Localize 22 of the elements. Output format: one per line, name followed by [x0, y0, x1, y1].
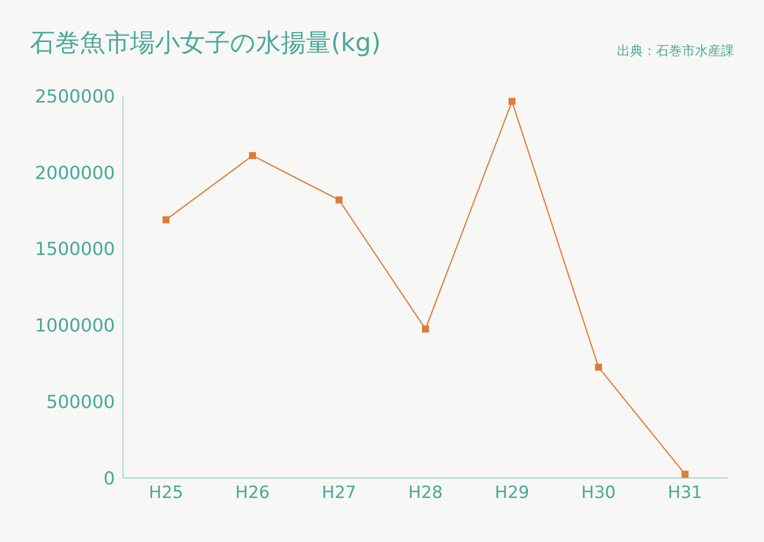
y-tick-label: 1500000: [34, 239, 115, 260]
source-note: 出典：石巻市水産課: [617, 43, 734, 60]
y-tick-label: 500000: [46, 392, 115, 413]
x-tick-label: H30: [581, 483, 616, 504]
point: [249, 152, 256, 160]
x-tick-label: H27: [322, 483, 356, 504]
x-tick-label: H31: [668, 483, 702, 504]
point: [162, 216, 170, 224]
x-tick-label: H29: [494, 483, 530, 504]
point: [508, 98, 516, 105]
chart-title: 石巻魚市場小女子の水揚量(kg): [30, 27, 381, 59]
point: [682, 470, 688, 478]
point: [422, 326, 429, 333]
point: [336, 196, 342, 204]
point: [595, 364, 602, 371]
x-tick-label: H25: [148, 483, 184, 504]
y-tick-label: 1000000: [34, 316, 115, 337]
y-tick-label: 2000000: [34, 162, 115, 184]
x-tick-label: H28: [408, 483, 443, 504]
y-tick-label: 2500000: [34, 86, 115, 108]
x-tick-label: H26: [235, 483, 270, 504]
y-tick-label: 0: [104, 468, 115, 490]
